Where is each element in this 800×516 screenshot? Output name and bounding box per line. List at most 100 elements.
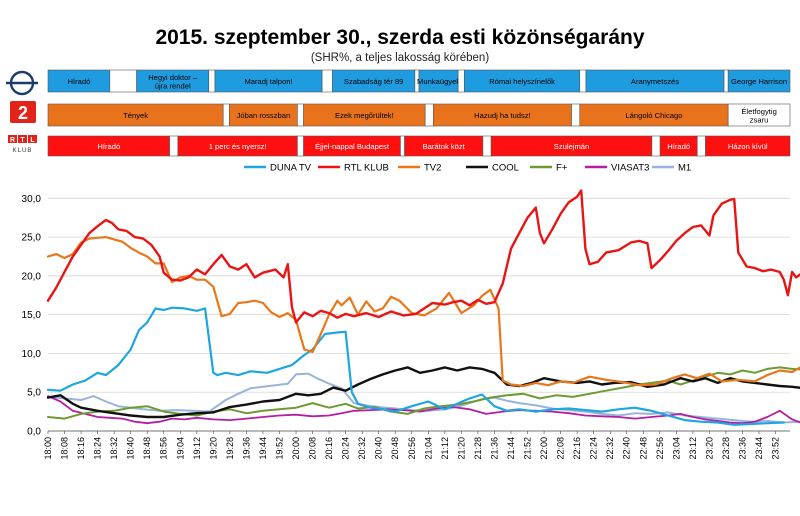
series-line-rtl-klub bbox=[46, 189, 800, 324]
legend-label: COOL bbox=[492, 163, 519, 174]
program-label: Hazudj ha tudsz! bbox=[474, 111, 531, 120]
duna-logo-icon bbox=[6, 70, 38, 96]
y-tick-label: 30,0 bbox=[22, 194, 42, 205]
program-rect bbox=[727, 69, 791, 93]
x-tick-label: 18:48 bbox=[142, 437, 152, 460]
legend-label: RTL KLUB bbox=[344, 163, 389, 174]
series-line-duna-tv bbox=[46, 306, 785, 426]
program-block: Szabadság tér 89 bbox=[332, 69, 416, 93]
program-block bbox=[651, 135, 661, 157]
x-tick-label: 20:16 bbox=[324, 437, 334, 460]
x-tick-label: 18:24 bbox=[93, 437, 103, 460]
y-tick-label: 25,0 bbox=[22, 233, 42, 244]
x-tick-label: 18:32 bbox=[109, 437, 119, 460]
program-block: Hegyi doktor – újra rendel bbox=[136, 69, 210, 93]
x-tick-label: 21:52 bbox=[523, 437, 533, 460]
program-rect bbox=[297, 135, 304, 157]
x-tick-label: 21:20 bbox=[456, 437, 466, 460]
x-tick-label: 22:48 bbox=[638, 437, 648, 460]
series-line-tv2 bbox=[46, 236, 800, 388]
program-label: Híradó bbox=[97, 142, 120, 151]
legend-item: VIASAT3 bbox=[585, 163, 649, 174]
program-label: Munkaügyek bbox=[417, 77, 460, 86]
program-label: Szulejmán bbox=[554, 142, 589, 151]
x-tick-label: 20:48 bbox=[390, 437, 400, 460]
program-label: Lángoló Chicago bbox=[625, 111, 682, 120]
x-tick-label: 21:12 bbox=[440, 437, 450, 460]
x-tick-label: 22:56 bbox=[655, 437, 665, 460]
program-label: George Harrison bbox=[731, 77, 787, 86]
program-rect bbox=[169, 135, 179, 157]
legend-label: TV2 bbox=[424, 163, 441, 174]
x-tick-label: 23:20 bbox=[704, 437, 714, 460]
series-lines bbox=[46, 189, 800, 426]
program-rect bbox=[424, 103, 434, 127]
x-tick-label: 22:40 bbox=[622, 437, 632, 460]
legend-item: RTL KLUB bbox=[318, 163, 389, 174]
legend-label: VIASAT3 bbox=[611, 163, 649, 174]
program-label: Éjjel-nappal Budapest bbox=[315, 142, 390, 151]
x-tick-label: 20:40 bbox=[374, 437, 384, 460]
program-block: Jóban rosszban bbox=[229, 103, 298, 127]
legend-item: F+ bbox=[530, 163, 568, 174]
program-rect bbox=[109, 69, 137, 93]
program-block: George Harrison bbox=[727, 69, 791, 93]
x-tick-label: 20:32 bbox=[357, 437, 367, 460]
x-tick-label: 23:12 bbox=[688, 437, 698, 460]
program-block: Szulejmán bbox=[490, 135, 653, 157]
x-tick-label: 20:24 bbox=[341, 437, 351, 460]
program-block: Hazudj ha tudsz! bbox=[433, 103, 572, 127]
x-tick-label: 21:36 bbox=[489, 437, 499, 460]
program-rect bbox=[705, 135, 791, 157]
program-block: Éjjel-nappal Budapest bbox=[303, 135, 401, 157]
program-label: Tények bbox=[123, 111, 148, 120]
x-tick-label: 18:40 bbox=[126, 437, 136, 460]
program-rect bbox=[727, 103, 791, 127]
x-tick-label: 19:20 bbox=[208, 437, 218, 460]
program-rect bbox=[222, 103, 230, 127]
y-axis-ticks: 0,0 5,0 10,0 15,0 20,0 25,0 30,0 bbox=[22, 194, 42, 438]
program-block bbox=[424, 103, 434, 127]
program-block bbox=[400, 135, 405, 157]
program-rect bbox=[696, 135, 706, 157]
x-tick-label: 21:04 bbox=[423, 437, 433, 460]
rtl-klub-logo-icon: R T L KLUB bbox=[8, 135, 37, 154]
x-tick-label: 19:12 bbox=[192, 437, 202, 460]
x-tick-label: 23:04 bbox=[671, 437, 681, 460]
program-block: Híradó bbox=[47, 69, 111, 93]
program-block bbox=[297, 135, 304, 157]
x-tick-label: 18:00 bbox=[43, 437, 53, 460]
y-tick-label: 10,0 bbox=[22, 349, 42, 360]
y-tick-label: 5,0 bbox=[27, 388, 41, 399]
program-rect bbox=[457, 69, 465, 93]
program-block bbox=[109, 69, 137, 93]
program-block bbox=[482, 135, 492, 157]
program-rect bbox=[400, 135, 405, 157]
y-tick-label: 0,0 bbox=[27, 427, 41, 438]
program-label: Híradó bbox=[68, 77, 91, 86]
program-rect bbox=[321, 69, 333, 93]
program-block bbox=[208, 69, 216, 93]
program-block: Híradó bbox=[47, 135, 170, 157]
program-block bbox=[457, 69, 465, 93]
program-block bbox=[321, 69, 333, 93]
x-tick-label: 19:36 bbox=[241, 437, 251, 460]
program-block: Aranymetszés bbox=[585, 69, 725, 93]
x-tick-label: 20:56 bbox=[407, 437, 417, 460]
program-block bbox=[297, 103, 304, 127]
y-tick-label: 15,0 bbox=[22, 310, 42, 321]
program-block: Ezek megőrültek! bbox=[303, 103, 426, 127]
svg-text:KLUB: KLUB bbox=[13, 148, 33, 154]
x-tick-label: 23:52 bbox=[771, 437, 781, 460]
program-block: Tények bbox=[47, 103, 224, 127]
program-schedule: Híradó Hegyi doktor – újra rendel Maradj ta… bbox=[47, 69, 791, 157]
legend-label: F+ bbox=[556, 163, 568, 174]
chart-title: 2015. szeptember 30., szerda esti közöns… bbox=[155, 26, 645, 49]
program-rect bbox=[579, 69, 587, 93]
y-tick-label: 20,0 bbox=[22, 271, 42, 282]
legend-item: DUNA TV bbox=[244, 163, 312, 174]
chart-subtitle: (SHR%, a teljes lakosság körében) bbox=[310, 52, 490, 64]
tv2-logo-icon: 2 bbox=[10, 101, 36, 123]
legend-label: M1 bbox=[678, 163, 691, 174]
program-rect bbox=[482, 135, 492, 157]
